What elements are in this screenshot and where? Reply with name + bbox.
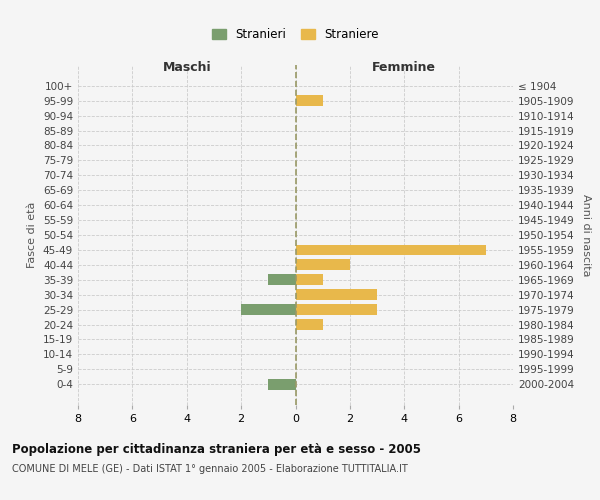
Bar [268, 274, 296, 285]
Text: Popolazione per cittadinanza straniera per età e sesso - 2005: Popolazione per cittadinanza straniera p… [12, 442, 421, 456]
Bar [296, 244, 486, 256]
Bar [296, 319, 323, 330]
Bar [296, 290, 377, 300]
Bar [296, 304, 377, 315]
Bar [296, 274, 323, 285]
Y-axis label: Fasce di età: Fasce di età [28, 202, 37, 268]
Bar [268, 379, 296, 390]
Legend: Stranieri, Straniere: Stranieri, Straniere [208, 24, 383, 46]
Text: COMUNE DI MELE (GE) - Dati ISTAT 1° gennaio 2005 - Elaborazione TUTTITALIA.IT: COMUNE DI MELE (GE) - Dati ISTAT 1° genn… [12, 464, 408, 474]
Bar [296, 260, 350, 270]
Y-axis label: Anni di nascita: Anni di nascita [581, 194, 591, 276]
Text: Maschi: Maschi [163, 61, 211, 74]
Bar [241, 304, 296, 315]
Text: Femmine: Femmine [372, 61, 436, 74]
Bar [296, 96, 323, 106]
